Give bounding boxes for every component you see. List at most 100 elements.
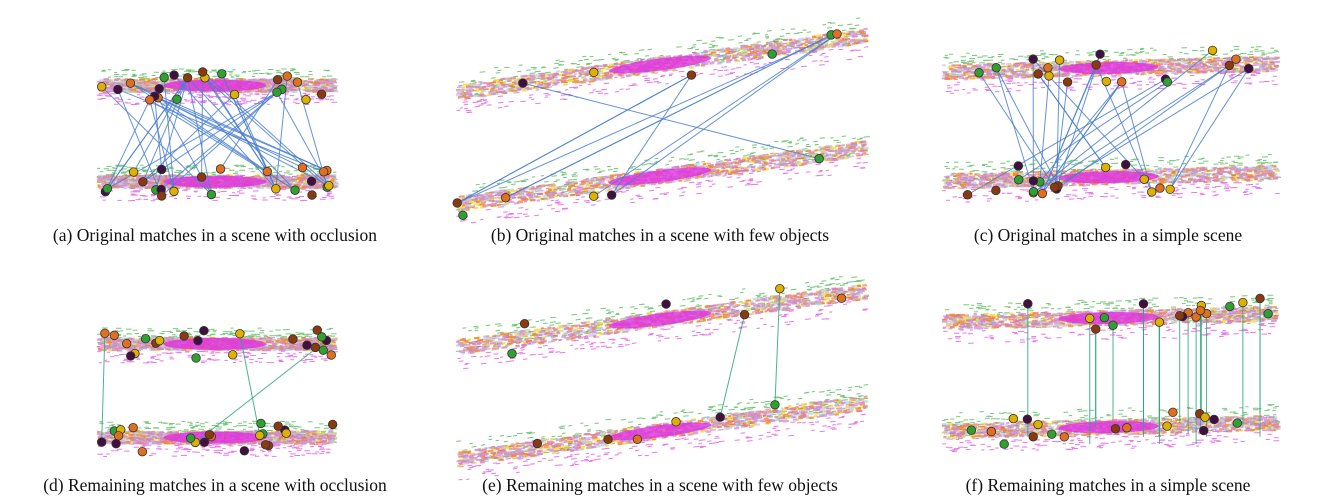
node (283, 72, 292, 81)
node (1047, 430, 1056, 439)
node (240, 447, 249, 456)
node (141, 334, 150, 343)
node (325, 181, 334, 190)
node (508, 349, 517, 358)
node (963, 190, 972, 199)
node (837, 294, 846, 303)
node (282, 429, 291, 438)
node (155, 84, 164, 93)
caption: (a) Original matches in a scene with occ… (53, 225, 377, 245)
node (1226, 302, 1235, 311)
node (1014, 162, 1023, 171)
node (198, 68, 207, 77)
node (207, 190, 216, 199)
node (194, 336, 203, 345)
node (975, 68, 984, 77)
node (775, 284, 784, 293)
node (101, 329, 110, 338)
node (273, 88, 282, 97)
node (160, 73, 169, 82)
node (740, 310, 749, 319)
caption: (f) Remaining matches in a simple scene (966, 475, 1251, 495)
node (1233, 419, 1242, 428)
node (192, 354, 201, 363)
node (607, 191, 616, 200)
node (129, 423, 138, 432)
node (992, 186, 1001, 195)
node (815, 154, 824, 163)
node (298, 163, 307, 172)
node (967, 426, 976, 435)
node (302, 95, 311, 104)
caption: (b) Original matches in a scene with few… (491, 225, 829, 245)
node (589, 192, 598, 201)
node (1201, 413, 1210, 422)
node (1050, 183, 1059, 192)
node (1239, 298, 1248, 307)
node (1163, 422, 1172, 431)
node (228, 351, 237, 360)
node (197, 173, 206, 182)
node (205, 430, 214, 439)
node (771, 400, 780, 409)
node (1038, 189, 1047, 198)
node (768, 50, 777, 59)
node (1034, 420, 1043, 429)
node (1264, 309, 1273, 318)
node (519, 79, 528, 88)
node (255, 431, 264, 440)
node (1029, 187, 1038, 196)
node (687, 71, 696, 80)
node (126, 352, 135, 361)
node (157, 165, 166, 174)
node (1045, 72, 1054, 81)
node (1091, 325, 1100, 334)
node (1102, 77, 1111, 86)
node (257, 419, 266, 428)
node (273, 75, 282, 84)
object (163, 338, 266, 350)
node (1225, 61, 1234, 70)
node (1063, 78, 1072, 87)
page: (a) Original matches in a scene with occ… (0, 0, 1317, 503)
node (1256, 294, 1265, 303)
node (1156, 184, 1165, 193)
node (1029, 55, 1038, 64)
node (633, 435, 642, 444)
node (520, 319, 529, 328)
node (180, 332, 189, 341)
node (1024, 299, 1033, 308)
node (200, 438, 209, 447)
node (311, 343, 320, 352)
match-line (1038, 74, 1105, 168)
node (1155, 318, 1164, 327)
node (1163, 78, 1172, 87)
node (170, 71, 179, 80)
node (1109, 321, 1118, 330)
node (274, 422, 283, 431)
node (1014, 175, 1023, 184)
node (186, 434, 195, 443)
node (1100, 313, 1109, 322)
node (459, 211, 468, 220)
node (501, 193, 510, 202)
node (319, 167, 328, 176)
node (230, 90, 239, 99)
node (590, 68, 599, 77)
node (1034, 70, 1043, 79)
object (163, 176, 266, 188)
node (103, 184, 112, 193)
node (236, 329, 245, 338)
node (1085, 314, 1094, 323)
node (155, 336, 164, 345)
node (129, 168, 138, 177)
node (1000, 440, 1009, 449)
node (261, 440, 270, 449)
node (1060, 433, 1069, 442)
node (716, 413, 725, 422)
node (1009, 414, 1018, 423)
node (1166, 185, 1175, 194)
caption: (e) Remaining matches in a scene with fe… (482, 475, 838, 495)
node (1023, 415, 1032, 424)
node (157, 192, 166, 201)
